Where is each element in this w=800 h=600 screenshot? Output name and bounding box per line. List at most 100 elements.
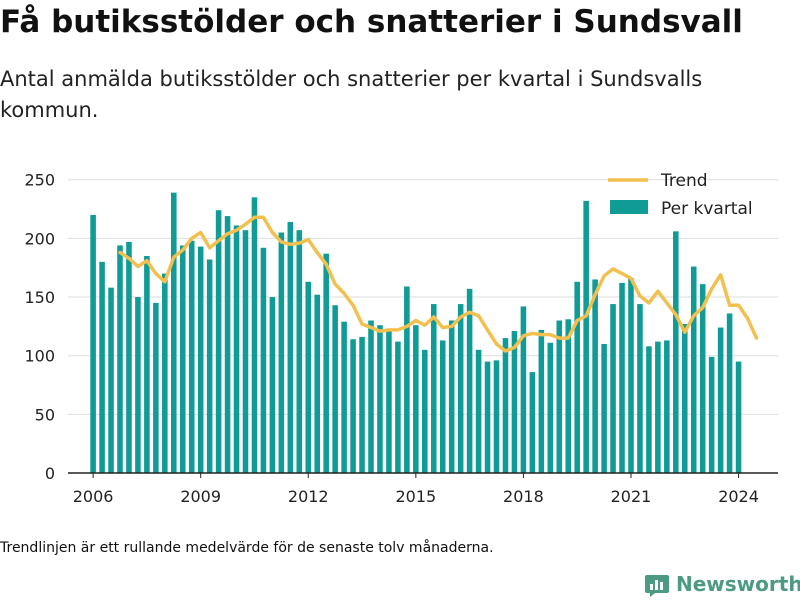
bar <box>350 339 356 473</box>
bar <box>126 241 132 473</box>
bar <box>108 287 114 473</box>
bar <box>475 349 482 473</box>
bar <box>233 225 240 473</box>
bar <box>188 240 195 473</box>
legend: Trend Per kvartal <box>608 171 753 219</box>
bar <box>717 327 724 473</box>
bar <box>260 247 267 473</box>
bar <box>206 259 213 473</box>
bar <box>646 346 652 473</box>
bar <box>592 279 598 473</box>
bar-series-per-kvartal <box>90 192 742 474</box>
bar <box>538 329 545 473</box>
bar <box>323 253 329 473</box>
bar <box>162 273 168 473</box>
bar <box>628 278 634 473</box>
y-tick-label: 250 <box>24 171 55 190</box>
trend-line <box>118 215 759 353</box>
y-tick-label: 100 <box>24 347 55 366</box>
bar <box>637 304 643 473</box>
bar <box>673 231 679 473</box>
bar <box>466 288 473 473</box>
y-tick-label: 200 <box>24 229 55 248</box>
x-tick-label: 2018 <box>503 487 544 506</box>
bar <box>99 261 105 473</box>
bar <box>179 245 186 473</box>
bar <box>610 304 616 473</box>
bar <box>242 230 249 473</box>
bar <box>430 304 437 473</box>
bar <box>690 266 697 473</box>
newsworthy-logo[interactable]: Newsworthy <box>644 568 800 600</box>
x-tick-label: 2024 <box>718 487 759 506</box>
bar <box>153 302 159 473</box>
bar <box>197 246 204 473</box>
bar <box>547 342 554 473</box>
footnote: Trendlinjen är ett rullande medelvärde f… <box>0 540 494 556</box>
bar-chart-logo-icon <box>645 575 669 597</box>
bar <box>619 282 625 473</box>
y-tick-label: 150 <box>24 288 55 307</box>
chart-title: Få butiksstölder och snatterier i Sundsv… <box>0 4 743 40</box>
axes: 0 50 100 150 200 250 2006 2009 2012 2015 2018 2021 2… <box>24 171 778 506</box>
legend-per-kvartal-label: Per kvartal <box>661 199 753 219</box>
bar <box>368 320 374 473</box>
x-tick-label: 2009 <box>180 487 221 506</box>
bar <box>215 210 222 473</box>
bar <box>314 294 320 473</box>
bar <box>735 361 742 473</box>
bar <box>90 214 96 473</box>
bar <box>511 331 518 473</box>
bar <box>278 232 285 473</box>
chart: 0 50 100 150 200 250 2006 2009 2012 2015 2018 2021 2… <box>24 171 778 506</box>
bar <box>359 336 365 473</box>
bar <box>565 319 572 473</box>
bar <box>502 338 509 473</box>
bar <box>171 192 177 473</box>
bar <box>601 343 607 473</box>
bar <box>520 306 527 473</box>
bar <box>664 340 670 473</box>
x-tick-label: 2021 <box>611 487 652 506</box>
bar <box>422 349 428 473</box>
bar <box>224 216 231 473</box>
bar <box>395 341 401 473</box>
bar <box>117 245 123 473</box>
bar <box>296 230 303 473</box>
bar <box>305 281 312 473</box>
bar <box>726 313 733 473</box>
bar <box>457 304 464 473</box>
bar <box>135 297 141 473</box>
bar <box>448 320 455 473</box>
brand-name: Newsworthy <box>676 572 800 596</box>
legend-per-kvartal-swatch <box>610 200 648 214</box>
bar <box>144 255 150 473</box>
bar <box>529 372 536 473</box>
bar <box>404 286 410 473</box>
bar <box>439 340 446 473</box>
bar <box>287 221 294 473</box>
bar <box>386 328 392 473</box>
bar <box>708 356 715 473</box>
bar <box>655 341 661 473</box>
x-tick-label: 2012 <box>288 487 329 506</box>
bar <box>556 320 563 473</box>
bar <box>377 325 383 473</box>
bar <box>699 284 706 473</box>
bar <box>332 305 338 473</box>
bar <box>583 200 589 473</box>
legend-trend-label: Trend <box>660 171 708 191</box>
bar <box>681 324 688 473</box>
x-tick-label: 2015 <box>395 487 436 506</box>
y-tick-label: 0 <box>45 464 55 483</box>
line-series-trend <box>118 215 759 353</box>
chart-subtitle: Antal anmälda butiksstölder och snatteri… <box>0 67 703 122</box>
x-tick-label: 2006 <box>73 487 114 506</box>
bar <box>341 321 347 473</box>
bar <box>251 197 258 474</box>
bar <box>269 297 276 473</box>
y-tick-label: 50 <box>35 405 55 424</box>
bar <box>413 325 419 473</box>
bar <box>484 361 491 473</box>
bar <box>493 360 500 473</box>
